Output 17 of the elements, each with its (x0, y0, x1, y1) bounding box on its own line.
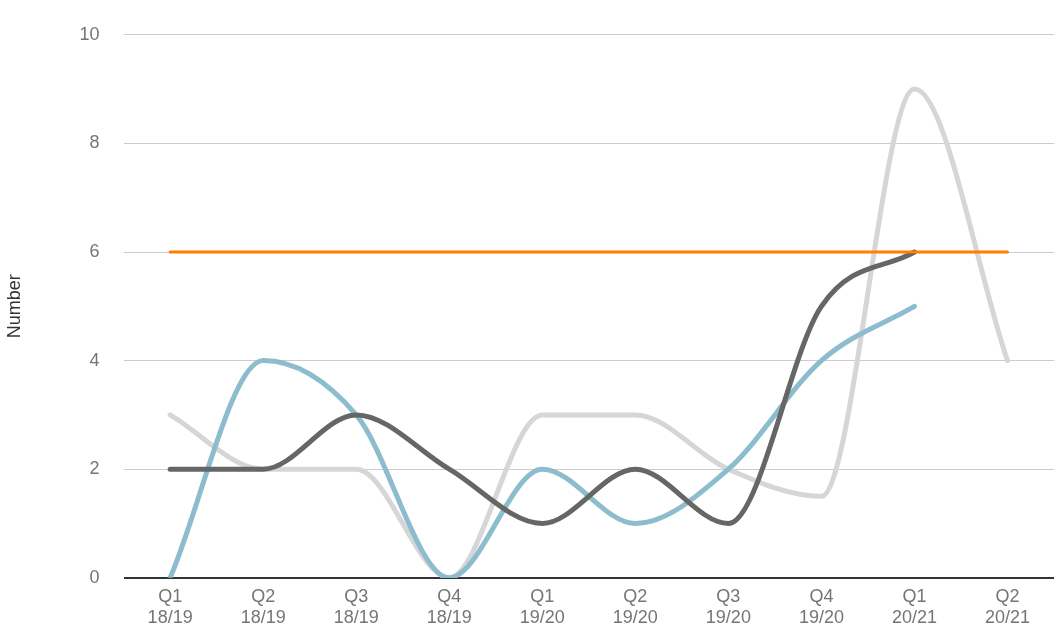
y-tick-label: 10 (79, 23, 100, 44)
y-tick-label: 6 (89, 240, 100, 261)
x-tick-label: Q3 19/20 (705, 585, 751, 628)
y-tick-label: 2 (89, 458, 100, 479)
x-tick-label: Q1 19/20 (519, 585, 565, 628)
y-tick-label: 0 (89, 566, 100, 587)
x-tick-label: Q2 19/20 (612, 585, 658, 628)
y-axis-title: Number (3, 274, 24, 339)
x-tick-label: Q3 18/19 (333, 585, 379, 628)
y-tick-label: 4 (89, 349, 100, 370)
x-tick-label: Q1 18/19 (147, 585, 193, 628)
y-tick-label: 8 (89, 132, 100, 153)
x-tick-label: Q2 20/21 (984, 585, 1030, 628)
x-tick-label: Q1 20/21 (891, 585, 937, 628)
x-tick-label: Q4 18/19 (426, 585, 472, 628)
x-tick-label: Q4 19/20 (798, 585, 844, 628)
x-tick-label: Q2 18/19 (240, 585, 286, 628)
